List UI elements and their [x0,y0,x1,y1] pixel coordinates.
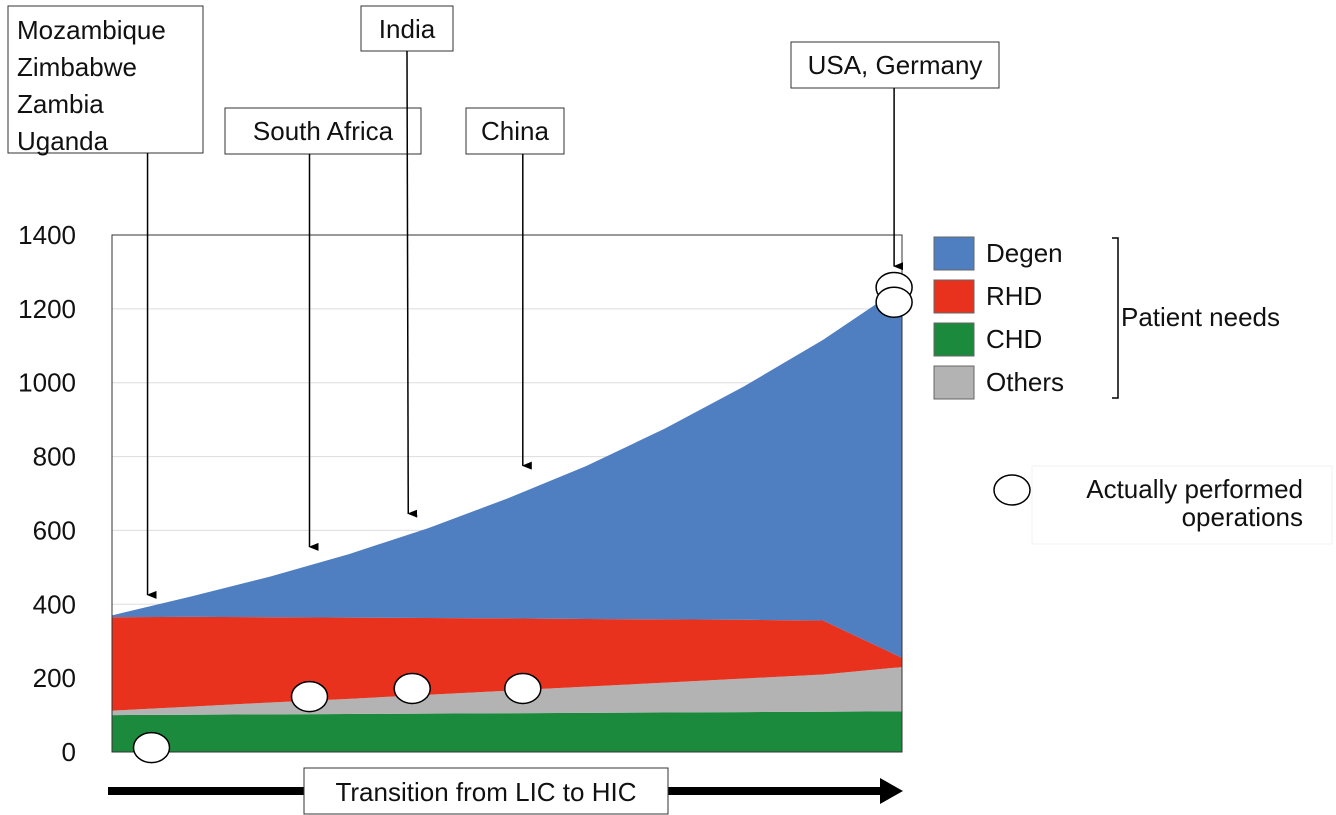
plot-frame [111,234,903,753]
legend-bracket [1112,237,1119,399]
x-axis-arrow-head [880,778,903,804]
legend-label-degen: Degen [986,238,1063,268]
legend-item-others: Others [933,365,1064,400]
y-tick-label-400: 400 [33,589,76,619]
annotation-mozambique: Mozambique Zimbabwe Zambia Uganda [7,5,204,599]
annotation-box [224,107,422,155]
annotation-usa-germany: USA, Germany [790,41,1000,271]
legend-swatch-rhd [933,279,975,314]
annotation-box [360,5,454,52]
legend-operation-marker [993,474,1031,506]
annotation-label: Zambia [17,89,104,119]
legend-bracket-label: Patient needs [1121,302,1280,332]
x-axis-label: Transition from LIC to HIC [335,777,636,807]
annotation-label: Zimbabwe [17,52,137,82]
legend-swatch-degen [933,236,975,271]
x-axis-label-box [303,767,669,815]
legend-item-chd: CHD [933,322,1042,357]
annotation-box [790,41,1000,89]
legend-operations-box [1031,465,1333,545]
legend: Degen RHD CHD Others Patient needs Actually p… [933,236,1333,545]
y-tick-label-1000: 1000 [18,368,76,398]
legend-item-degen: Degen [933,236,1063,271]
y-tick-label-200: 200 [33,663,76,693]
y-tick-label-1200: 1200 [18,294,76,324]
legend-swatch-others [933,365,975,400]
annotation-label: USA, Germany [808,50,983,80]
legend-operations-label: Actually performed [1086,474,1303,504]
operation-marker-3 [393,672,431,705]
annotation-india: India [360,5,454,518]
annotation-arrow [406,50,418,518]
legend-item-rhd: RHD [933,279,1042,314]
area-chd [112,711,902,752]
legend-operations-label: operations [1182,502,1303,532]
legend-label-others: Others [986,367,1064,397]
y-axis-ticks: 0 200 400 600 800 1000 1200 1400 [18,220,76,767]
operation-markers [132,271,913,764]
annotation-label: India [379,14,436,44]
annotation-label: Uganda [17,126,109,156]
annotation-box [7,5,204,154]
operation-marker-1 [132,731,171,764]
annotation-china: China [465,107,565,470]
y-tick-label-0: 0 [62,737,76,767]
annotation-box [465,107,565,155]
operation-marker-2 [290,680,329,713]
annotation-south-africa: South Africa [224,107,422,551]
y-tick-label-1400: 1400 [18,220,76,250]
legend-swatch-chd [933,322,975,357]
legend-label-rhd: RHD [986,281,1042,311]
country-annotations: Mozambique Zimbabwe Zambia Uganda South Afri… [7,5,1000,599]
annotation-label: China [481,116,549,146]
operation-marker-4 [504,672,542,705]
annotation-label: South Africa [253,116,394,146]
y-tick-label-600: 600 [33,515,76,545]
legend-label-chd: CHD [986,324,1042,354]
area-degen [112,286,902,658]
annotation-label: Mozambique [17,15,166,45]
y-tick-label-800: 800 [33,442,76,472]
x-axis-arrow: Transition from LIC to HIC [108,767,903,815]
operation-marker-6 [875,286,913,318]
